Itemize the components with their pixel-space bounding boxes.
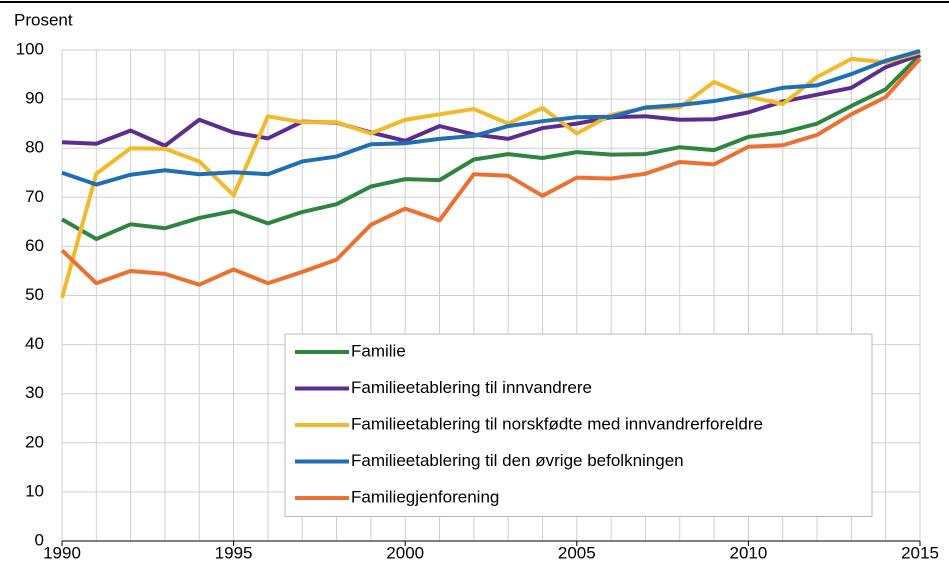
series-line [61,49,921,187]
y-tick-label: 0 [35,530,44,549]
legend-label: Familie [351,341,406,360]
series-line [61,53,922,242]
x-tick-label: 1990 [43,543,81,562]
x-tick-label: 2015 [901,543,939,562]
y-tick-label: 100 [16,39,44,58]
legend-label: Familieetablering til den øvrige befolkn… [351,451,684,470]
y-tick-label: 90 [25,89,44,108]
y-tick-label: 80 [25,138,44,157]
y-tick-label: 20 [25,432,44,451]
y-tick-label: 40 [25,334,44,353]
series-line [60,50,921,299]
x-tick-label: 1995 [215,543,253,562]
x-tick-label: 2005 [558,543,596,562]
y-tick-label: 50 [25,285,44,304]
legend-label: Familieetablering til innvandrere [351,378,592,397]
legend-label: Familiegjenforening [351,487,499,506]
legend-label: Familieetablering til norskfødte med inn… [351,414,763,433]
y-tick-label: 70 [25,187,44,206]
x-tick-label: 2000 [386,543,424,562]
series-line [60,57,922,287]
y-tick-label: 30 [25,383,44,402]
legend-box [284,333,873,517]
y-axis-label: Prosent [14,10,73,29]
y-tick-label: 10 [25,481,44,500]
y-tick-label: 60 [25,236,44,255]
x-tick-label: 2010 [729,543,767,562]
